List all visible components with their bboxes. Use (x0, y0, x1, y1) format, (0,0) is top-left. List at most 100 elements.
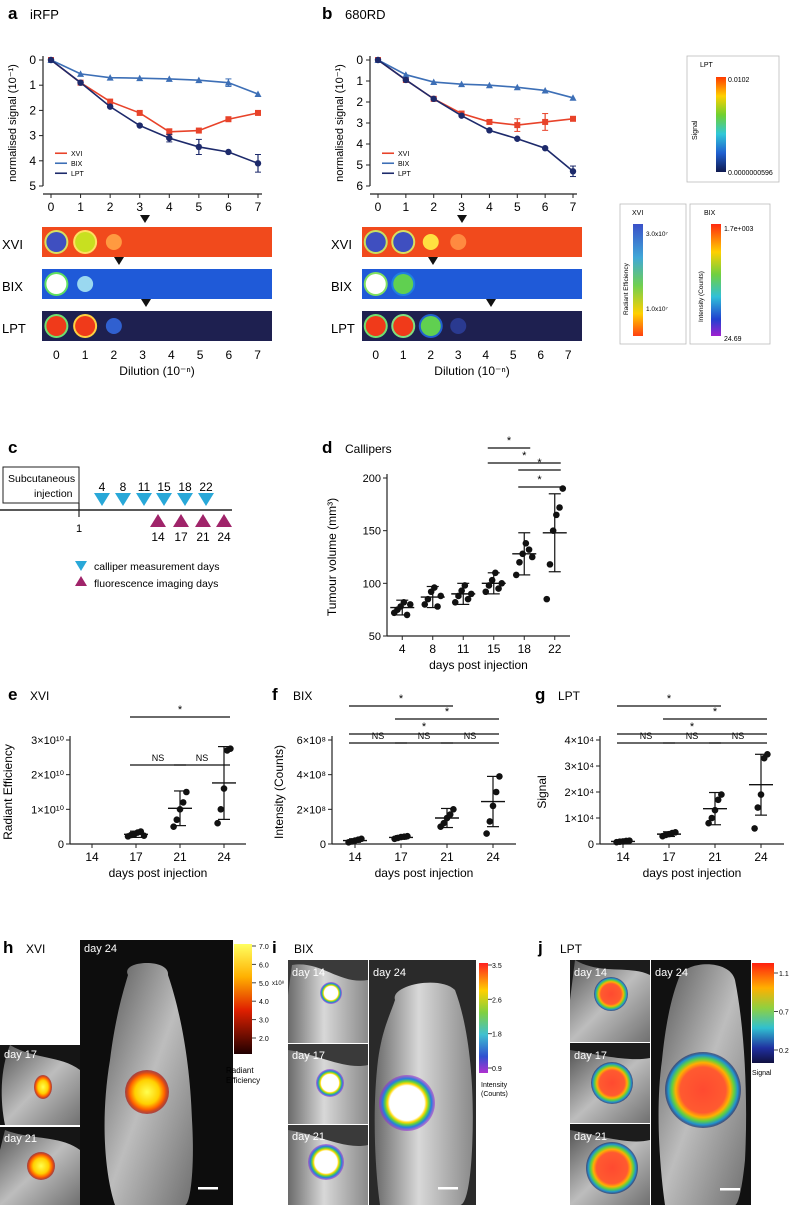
h-signal-day24 (125, 1070, 169, 1114)
point-XVI (225, 116, 232, 123)
y-tick-label: 4 (29, 154, 36, 168)
fluor-triangle (216, 514, 232, 527)
point-BIX (106, 74, 114, 81)
caliper-triangle (136, 493, 152, 506)
y-tick-label: 2 (356, 95, 363, 109)
point-BIX (195, 76, 203, 84)
point-BIX (458, 80, 466, 88)
y-tick-label: 150 (363, 526, 381, 538)
strip-marker (114, 257, 124, 265)
data-point (483, 830, 490, 837)
scale-bix-gradient (711, 224, 721, 336)
strip-spot (365, 274, 386, 294)
panel-label-b: b (322, 4, 332, 23)
panel-j-title: LPT (560, 942, 583, 956)
point-BIX (541, 86, 549, 94)
strip-spot (365, 232, 386, 252)
y-tick-label: 0 (29, 53, 36, 67)
chart-g-lpt: 0 1×10⁴ 2×10⁴ 3×10⁴ 4×10⁴ 14 17 21 24 days post i… (535, 693, 784, 880)
y-tick-label: 200 (363, 473, 381, 485)
fluor-triangle (173, 514, 189, 527)
x-tick-label: 24 (754, 850, 768, 864)
colorbar-tick-label: 3.5 (492, 963, 502, 970)
data-point (170, 823, 177, 830)
point-LPT (374, 56, 382, 64)
y-tick-label: 2 (29, 103, 36, 117)
strip-spot (105, 318, 122, 334)
y-tick-label: 2×10¹⁰ (31, 770, 64, 782)
x-tick-label: 17 (662, 850, 676, 864)
panel-h: h XVI day 24 day 17 day 21 7.0 6.0 5.0 4.0 3… (0, 938, 285, 1205)
h-scale-label2: Efficiency (226, 1076, 260, 1085)
colorbar-tick-label: 2.0 (259, 1036, 269, 1043)
caliper-triangle (156, 493, 172, 506)
panel-label-c: c (8, 438, 17, 457)
caliper-day-label: 4 (99, 480, 106, 494)
caliper-day-label: 18 (178, 480, 192, 494)
sig-label: NS (686, 731, 699, 741)
point-BIX (165, 75, 173, 82)
fluor-day-label: 21 (196, 530, 210, 544)
sig-label: NS (196, 753, 209, 763)
data-point (406, 601, 414, 608)
j-label-day21: day 21 (574, 1131, 607, 1143)
strip-bg (42, 269, 272, 299)
timeline: c Subcutaneous injection 1 4 8 11 15 18 22 14 1… (0, 438, 232, 590)
dilution-tick: 7 (254, 348, 261, 362)
i-signal-day14 (320, 982, 342, 1004)
x-tick-label: 2 (430, 200, 437, 214)
point-LPT (47, 56, 55, 64)
i-signal-day24 (379, 1075, 435, 1131)
point-LPT (402, 76, 410, 84)
strip-row-label: LPT (2, 321, 26, 336)
data-point (751, 825, 758, 832)
x-tick-label: 7 (255, 200, 262, 214)
strip-spot (420, 316, 441, 336)
scale-box-xvi: XVI 3.0x10⁷ 1.0x10⁷ Radiant Efficiency (619, 203, 687, 345)
legend-fluor-triangle (75, 576, 87, 586)
y-tick-label: 6 (356, 179, 363, 193)
data-point (434, 603, 441, 610)
j-label-day24: day 24 (655, 967, 688, 979)
point-XVI (255, 109, 261, 116)
x-tick-label: 5 (196, 200, 203, 214)
i-scale-label2: (Counts) (481, 1091, 508, 1098)
x-tick-label: 24 (486, 850, 500, 864)
dilution-tick: 5 (197, 348, 204, 362)
data-point (556, 504, 563, 511)
data-point (522, 540, 530, 547)
data-point (437, 592, 445, 600)
panel-d-title: Callipers (345, 442, 392, 456)
dilution-tick: 2 (111, 348, 118, 362)
fluor-day-label: 17 (174, 530, 188, 544)
caliper-triangle (94, 493, 110, 506)
strip-row-label: BIX (2, 279, 23, 294)
data-point (528, 553, 536, 561)
point-XVI (107, 98, 114, 105)
x-tick-label: 14 (616, 850, 630, 864)
y-tick-label: 3 (29, 129, 36, 143)
i-label-day17: day 17 (292, 1050, 325, 1062)
y-tick-label: 6×10⁸ (297, 735, 326, 747)
i-colorbar (479, 963, 488, 1073)
y-tick-label: 100 (363, 578, 381, 590)
y-tick-label: 3×10⁴ (564, 761, 594, 773)
data-point (440, 819, 448, 827)
y-axis-label: Signal (535, 775, 549, 808)
caliper-day-label: 11 (138, 480, 151, 494)
j-signal-day21 (586, 1142, 638, 1194)
scale-xvi-lo: 1.0x10⁷ (646, 306, 669, 313)
caliper-day-label: 22 (199, 480, 213, 494)
y-tick-label: 3×10¹⁰ (31, 735, 64, 747)
sig-label: * (537, 474, 542, 486)
x-tick-label: 15 (487, 642, 501, 656)
y-tick-label: 0 (356, 53, 363, 67)
data-point (708, 814, 716, 822)
x-tick-label: 17 (129, 850, 143, 864)
strip-spot (450, 234, 467, 250)
series-line-BIX (377, 59, 574, 99)
dilution-tick: 0 (372, 348, 379, 362)
x-tick-label: 4 (166, 200, 173, 214)
x-tick-label: 0 (48, 200, 55, 214)
